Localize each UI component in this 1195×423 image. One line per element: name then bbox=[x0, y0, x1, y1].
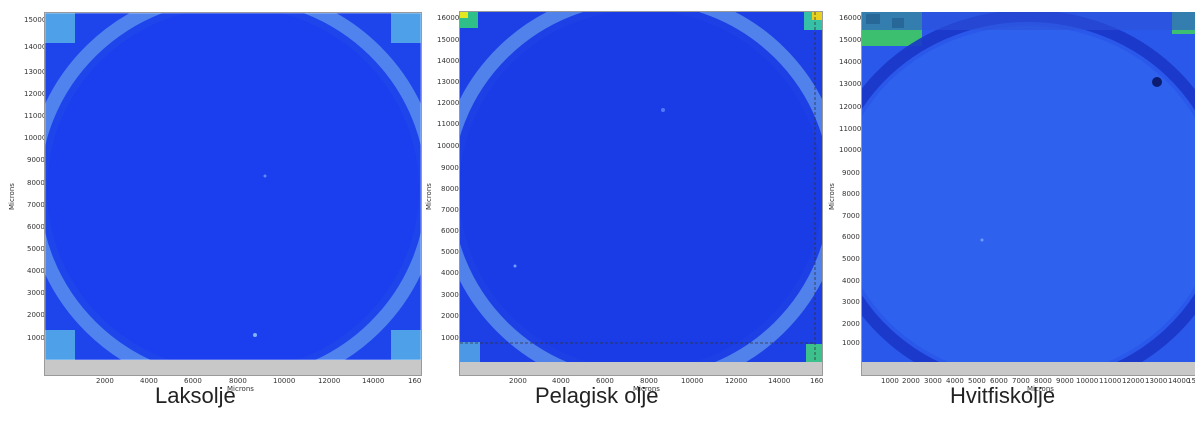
y-tick: 5000 bbox=[441, 248, 459, 256]
x-tick: 2000 bbox=[902, 377, 920, 385]
x-axis-label: Microns bbox=[1027, 385, 1054, 393]
y-axis-label: Microns bbox=[8, 183, 16, 210]
y-tick: 6000 bbox=[27, 223, 45, 231]
y-tick: 15000 bbox=[839, 36, 862, 44]
x-tick: 10000 bbox=[1076, 377, 1099, 385]
caption: Pelagisk olje bbox=[535, 383, 659, 408]
y-tick: 15000 bbox=[437, 36, 460, 44]
x-tick: 8000 bbox=[1034, 377, 1052, 385]
x-tick: 6000 bbox=[184, 377, 202, 385]
x-tick: 13000 bbox=[1145, 377, 1168, 385]
x-axis-label: Microns bbox=[227, 385, 254, 393]
y-tick: 9000 bbox=[842, 169, 860, 177]
y-tick: 4000 bbox=[27, 267, 45, 275]
y-tick: 3000 bbox=[27, 289, 45, 297]
x-tick: 4000 bbox=[552, 377, 570, 385]
y-tick: 14000 bbox=[437, 57, 460, 65]
y-tick: 5000 bbox=[27, 245, 45, 253]
y-tick: 9000 bbox=[441, 164, 459, 172]
y-tick: 14000 bbox=[24, 43, 47, 51]
y-tick: 3000 bbox=[441, 291, 459, 299]
x-tick: 14000 bbox=[768, 377, 791, 385]
x-tick: 10000 bbox=[273, 377, 296, 385]
y-axis-label: Microns bbox=[828, 183, 836, 210]
x-tick: 6000 bbox=[596, 377, 614, 385]
y-tick: 2000 bbox=[27, 311, 45, 319]
x-tick: 3000 bbox=[924, 377, 942, 385]
y-tick: 12000 bbox=[839, 103, 862, 111]
y-tick: 13000 bbox=[839, 80, 862, 88]
y-tick: 5000 bbox=[842, 255, 860, 263]
y-tick: 8000 bbox=[441, 185, 459, 193]
y-tick: 6000 bbox=[842, 233, 860, 241]
y-tick: 4000 bbox=[842, 277, 860, 285]
x-tick: 5000 bbox=[968, 377, 986, 385]
fluorescence-image bbox=[45, 13, 421, 360]
x-tick: 2000 bbox=[96, 377, 114, 385]
image-panel-laksolje: 15000 14000 13000 12000 11000 10000 9000… bbox=[0, 0, 425, 423]
x-tick: 4000 bbox=[946, 377, 964, 385]
y-tick: 8000 bbox=[842, 190, 860, 198]
x-tick: 1000 bbox=[881, 377, 899, 385]
x-tick: 160 bbox=[408, 377, 422, 385]
x-tick: 15 bbox=[1187, 377, 1195, 385]
y-tick: 16000 bbox=[437, 14, 460, 22]
x-tick: 12000 bbox=[1122, 377, 1145, 385]
y-tick: 2000 bbox=[842, 320, 860, 328]
x-tick: 9000 bbox=[1056, 377, 1074, 385]
y-tick: 1000 bbox=[27, 334, 45, 342]
y-tick: 7000 bbox=[27, 201, 45, 209]
x-tick: 8000 bbox=[640, 377, 658, 385]
fluorescence-image bbox=[460, 12, 822, 362]
y-tick: 16000 bbox=[839, 14, 862, 22]
y-tick: 7000 bbox=[842, 212, 860, 220]
y-tick: 13000 bbox=[24, 68, 47, 76]
x-tick: 7000 bbox=[1012, 377, 1030, 385]
image-panel-hvitfiskolje: 16000 15000 14000 13000 12000 11000 1000… bbox=[825, 0, 1195, 423]
y-tick: 9000 bbox=[27, 156, 45, 164]
y-tick: 2000 bbox=[441, 312, 459, 320]
caption: Hvitfiskolje bbox=[950, 383, 1056, 408]
x-axis-label: Microns bbox=[633, 385, 660, 393]
y-tick: 8000 bbox=[27, 179, 45, 187]
y-tick: 10000 bbox=[437, 142, 460, 150]
x-tick: 2000 bbox=[509, 377, 527, 385]
image-panel-pelagisk-olje: 16000 15000 14000 13000 12000 11000 1000… bbox=[425, 0, 825, 423]
y-tick: 6000 bbox=[441, 227, 459, 235]
y-tick: 11000 bbox=[24, 112, 47, 120]
y-axis-label: Microns bbox=[425, 183, 433, 210]
y-tick: 10000 bbox=[24, 134, 47, 142]
x-tick: 10000 bbox=[681, 377, 704, 385]
x-tick: 12000 bbox=[318, 377, 341, 385]
x-tick: 4000 bbox=[140, 377, 158, 385]
y-tick: 14000 bbox=[839, 58, 862, 66]
x-tick: 160 bbox=[810, 377, 824, 385]
y-tick: 11000 bbox=[839, 125, 862, 133]
y-tick: 7000 bbox=[441, 206, 459, 214]
caption: Laksolje bbox=[155, 383, 236, 408]
y-tick: 10000 bbox=[839, 146, 862, 154]
y-tick: 4000 bbox=[441, 269, 459, 277]
x-tick: 6000 bbox=[990, 377, 1008, 385]
y-tick: 12000 bbox=[24, 90, 47, 98]
x-tick: 12000 bbox=[725, 377, 748, 385]
y-tick: 3000 bbox=[842, 298, 860, 306]
y-tick: 12000 bbox=[437, 99, 460, 107]
y-tick: 15000 bbox=[24, 16, 47, 24]
x-tick: 11000 bbox=[1099, 377, 1122, 385]
x-tick: 14000 bbox=[1168, 377, 1191, 385]
y-tick: 1000 bbox=[842, 339, 860, 347]
y-tick: 1000 bbox=[441, 334, 459, 342]
y-tick: 13000 bbox=[437, 78, 460, 86]
x-tick: 14000 bbox=[362, 377, 385, 385]
y-tick: 11000 bbox=[437, 120, 460, 128]
fluorescence-image bbox=[862, 12, 1195, 362]
x-tick: 8000 bbox=[229, 377, 247, 385]
